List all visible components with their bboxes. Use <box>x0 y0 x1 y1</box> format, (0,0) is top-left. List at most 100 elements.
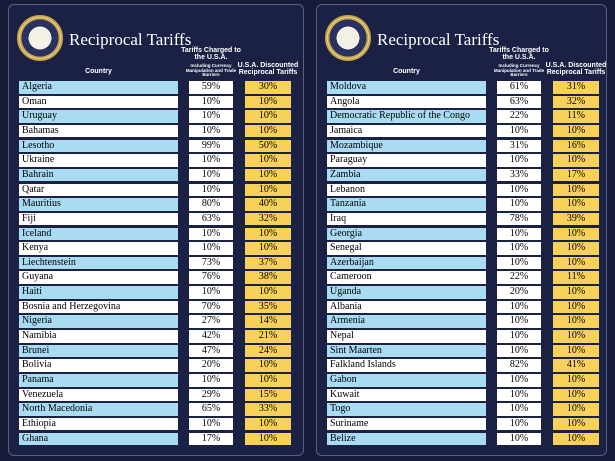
country-cell: Tanzania <box>327 198 486 211</box>
country-cell: Iceland <box>19 227 178 240</box>
country-cell: Namibia <box>19 330 178 343</box>
discounted-cell: 10% <box>553 388 599 402</box>
charged-cell: 27% <box>189 315 233 328</box>
panel: Reciprocal Tariffs Country Tariffs Charged… <box>8 4 304 456</box>
country-cell: Kuwait <box>327 388 486 402</box>
country-cell: Bolivia <box>19 359 178 372</box>
charged-cell: 10% <box>497 432 541 446</box>
charged-cell: 80% <box>189 198 233 211</box>
charged-header: Tariffs Charged to the U.S.A. <box>181 47 241 62</box>
country-cell: Nepal <box>327 330 486 343</box>
discounted-cell: 10% <box>245 95 291 109</box>
charged-cell: 10% <box>497 154 541 167</box>
discounted-cell: 32% <box>553 95 599 109</box>
charged-header: Tariffs Charged to the U.S.A. <box>489 47 549 62</box>
country-cell: Ghana <box>19 432 178 446</box>
charged-cell: 63% <box>497 95 541 109</box>
discounted-cell: 10% <box>553 300 599 314</box>
charged-cell: 76% <box>189 271 233 284</box>
charged-cell: 63% <box>189 212 233 226</box>
discounted-cell: 10% <box>553 403 599 416</box>
discounted-cell: 10% <box>245 154 291 167</box>
country-cell: Venezuela <box>19 388 178 402</box>
country-cell: Jamaica <box>327 124 486 138</box>
discounted-cell: 10% <box>245 168 291 182</box>
country-cell: Moldova <box>327 81 486 94</box>
discounted-cell: 10% <box>553 124 599 138</box>
country-cell: Lebanon <box>327 183 486 197</box>
discounted-cell: 16% <box>553 139 599 153</box>
country-cell: Lesotho <box>19 139 178 153</box>
charged-cell: 22% <box>497 271 541 284</box>
country-cell: Algeria <box>19 81 178 94</box>
charged-cell: 70% <box>189 300 233 314</box>
country-cell: Qatar <box>19 183 178 197</box>
country-cell: Ethiopia <box>19 417 178 431</box>
charged-cell: 10% <box>497 344 541 358</box>
country-cell: Angola <box>327 95 486 109</box>
charged-cell: 10% <box>497 403 541 416</box>
charged-cell: 10% <box>497 242 541 255</box>
discounted-cell: 32% <box>245 212 291 226</box>
charged-cell: 10% <box>189 242 233 255</box>
charged-cell: 10% <box>497 256 541 270</box>
country-cell: Democratic Republic of the Congo <box>327 110 486 123</box>
charged-cell: 33% <box>497 168 541 182</box>
discounted-cell: 10% <box>553 417 599 431</box>
charged-cell: 59% <box>189 81 233 94</box>
charged-cell: 10% <box>497 183 541 197</box>
discounted-cell: 10% <box>553 286 599 299</box>
discounted-header: U.S.A. Discounted Reciprocal Tariffs <box>545 62 607 77</box>
country-cell: Falkland Islands <box>327 359 486 372</box>
charged-cell: 47% <box>189 344 233 358</box>
country-cell: Iraq <box>327 212 486 226</box>
discounted-cell: 10% <box>553 154 599 167</box>
discounted-cell: 33% <box>245 403 291 416</box>
country-cell: Sint Maarten <box>327 344 486 358</box>
charged-note: Including Currency Manipulation and Trad… <box>185 63 237 78</box>
charged-cell: 10% <box>189 374 233 387</box>
country-cell: Armenia <box>327 315 486 328</box>
charged-cell: 10% <box>189 95 233 109</box>
charged-cell: 73% <box>189 256 233 270</box>
discounted-cell: 10% <box>245 417 291 431</box>
country-cell: Belize <box>327 432 486 446</box>
discounted-cell: 39% <box>553 212 599 226</box>
country-header: Country <box>393 68 420 75</box>
charged-cell: 10% <box>497 315 541 328</box>
discounted-cell: 24% <box>245 344 291 358</box>
charged-cell: 10% <box>497 227 541 240</box>
country-cell: Ukraine <box>19 154 178 167</box>
discounted-cell: 10% <box>245 183 291 197</box>
charged-cell: 10% <box>189 183 233 197</box>
discounted-cell: 38% <box>245 271 291 284</box>
country-cell: Oman <box>19 95 178 109</box>
charged-cell: 61% <box>497 81 541 94</box>
charged-cell: 29% <box>189 388 233 402</box>
discounted-cell: 11% <box>553 271 599 284</box>
charged-cell: 42% <box>189 330 233 343</box>
charged-cell: 10% <box>497 374 541 387</box>
country-cell: Nigeria <box>19 315 178 328</box>
charged-cell: 10% <box>189 227 233 240</box>
discounted-cell: 11% <box>553 110 599 123</box>
discounted-cell: 10% <box>245 359 291 372</box>
country-cell: North Macedonia <box>19 403 178 416</box>
charged-cell: 10% <box>497 417 541 431</box>
discounted-cell: 50% <box>245 139 291 153</box>
charged-cell: 10% <box>497 300 541 314</box>
charged-cell: 82% <box>497 359 541 372</box>
country-cell: Bahamas <box>19 124 178 138</box>
discounted-cell: 21% <box>245 330 291 343</box>
discounted-cell: 10% <box>553 227 599 240</box>
country-cell: Brunei <box>19 344 178 358</box>
country-cell: Azerbaijan <box>327 256 486 270</box>
country-cell: Senegal <box>327 242 486 255</box>
country-cell: Mozambique <box>327 139 486 153</box>
charged-cell: 10% <box>189 168 233 182</box>
country-cell: Paraguay <box>327 154 486 167</box>
discounted-cell: 10% <box>245 286 291 299</box>
discounted-cell: 35% <box>245 300 291 314</box>
discounted-cell: 10% <box>553 330 599 343</box>
charged-cell: 10% <box>189 286 233 299</box>
